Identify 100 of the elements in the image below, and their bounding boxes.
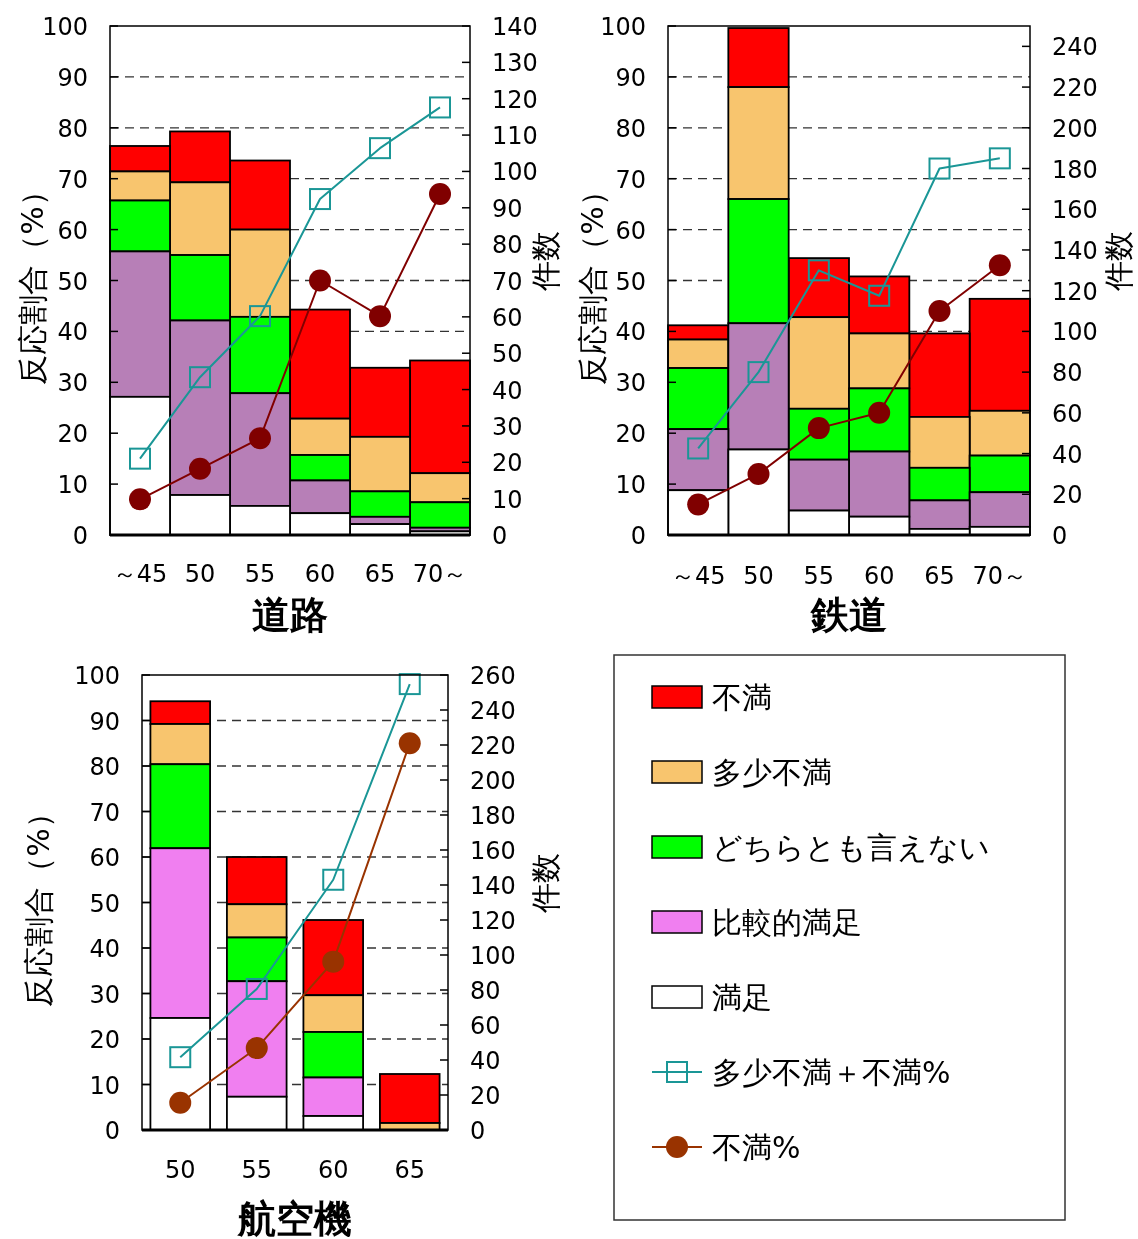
point (129, 447, 151, 470)
point (309, 188, 331, 211)
y-tick-label: 0 (630, 522, 646, 550)
y2-tick-label: 180 (470, 802, 516, 830)
point (245, 1037, 268, 1060)
y2-tick-label: 40 (1052, 440, 1083, 469)
x-tick-label: 60 (863, 562, 895, 590)
y-tick-label: 30 (89, 980, 120, 1009)
y2-tick-label: 60 (1052, 399, 1083, 428)
point (249, 305, 271, 328)
point (322, 868, 345, 891)
y-tick-label: 30 (615, 369, 646, 398)
y2-tick-label: 260 (470, 662, 516, 690)
y-tick-label: 70 (89, 798, 120, 827)
x-tick-label: 50 (164, 1156, 196, 1184)
y2-tick-label: 100 (470, 942, 516, 970)
x-tick-label: 65 (394, 1156, 426, 1184)
y-tick-label: 60 (89, 844, 120, 872)
y2-tick-label: 240 (470, 697, 516, 725)
x-tick-label: 50 (184, 560, 216, 588)
point (189, 366, 211, 389)
y2-tick-label: 100 (492, 158, 538, 187)
y-tick-label: 60 (615, 216, 646, 245)
y-tick-label: 50 (89, 889, 120, 918)
y2-tick-label: 0 (492, 522, 508, 550)
y-tick-label: 10 (615, 471, 646, 500)
x-tick-label: 65 (924, 562, 955, 590)
legend-label: 多少不満＋不満% (712, 1055, 951, 1090)
y-tick-label: 80 (57, 114, 88, 143)
legend-label: 比較的満足 (712, 905, 862, 940)
y2-tick-label: 80 (470, 977, 501, 1005)
x-tick-label: 60 (304, 560, 336, 588)
y2-tick-label: 140 (470, 872, 516, 900)
point (369, 305, 391, 328)
y-axis-title: 反応割合（%） (14, 176, 50, 385)
point (249, 427, 271, 450)
point (129, 488, 151, 511)
y-tick-label: 10 (57, 471, 88, 500)
y2-tick-label: 120 (492, 85, 538, 114)
point (928, 157, 951, 180)
y2-tick-label: 40 (492, 376, 523, 405)
point (747, 361, 770, 384)
point (988, 254, 1011, 277)
x-axis-title: 航空機 (237, 1197, 352, 1239)
legend-label: どちらとも言えない (712, 830, 990, 865)
point (398, 673, 421, 696)
y-tick-label: 20 (57, 420, 88, 449)
point (245, 977, 268, 1000)
y-tick-label: 100 (42, 13, 88, 41)
y2-tick-label: 120 (1052, 277, 1098, 306)
y-tick-label: 40 (57, 318, 88, 347)
x-tick-label: ～45 (670, 562, 726, 590)
point (429, 96, 451, 119)
legend-label: 満足 (712, 980, 772, 1015)
y2-tick-label: 70 (492, 267, 523, 296)
y2-tick-label: 110 (492, 122, 538, 151)
point (189, 457, 211, 480)
y2-tick-label: 220 (470, 732, 516, 760)
y-tick-label: 10 (89, 1071, 120, 1100)
y2-tick-label: 130 (492, 49, 538, 78)
y2-tick-label: 160 (1052, 196, 1098, 225)
y-tick-label: 70 (57, 165, 88, 194)
y2-axis-title: 件数 (527, 852, 563, 913)
y2-tick-label: 140 (492, 13, 538, 41)
y2-tick-label: 60 (470, 1012, 501, 1040)
point (309, 269, 331, 292)
x-tick-label: 60 (317, 1156, 349, 1184)
y2-tick-label: 200 (1052, 114, 1098, 143)
y-tick-label: 80 (89, 753, 120, 781)
x-tick-label: 70～ (412, 560, 468, 588)
y-axis-title: 反応割合（%） (574, 176, 610, 385)
x-axis-title: 道路 (252, 593, 328, 637)
point (169, 1091, 192, 1114)
y-tick-label: 30 (57, 369, 88, 398)
y2-tick-label: 20 (1052, 481, 1083, 510)
y-tick-label: 40 (89, 935, 120, 963)
point (398, 732, 421, 755)
y2-tick-label: 140 (1052, 236, 1098, 265)
y2-tick-label: 160 (470, 837, 516, 865)
point (928, 300, 951, 323)
y-tick-label: 0 (72, 522, 88, 550)
y2-tick-label: 80 (1052, 359, 1083, 388)
point (988, 147, 1011, 170)
y-tick-label: 20 (615, 420, 646, 449)
y-tick-label: 40 (615, 318, 646, 347)
x-tick-label: 65 (364, 560, 396, 588)
x-tick-label: 70～ (972, 562, 1028, 590)
y-tick-label: 20 (89, 1026, 120, 1054)
y2-tick-label: 20 (470, 1082, 501, 1110)
legend-label: 多少不満 (712, 755, 832, 790)
y-tick-label: 50 (57, 267, 88, 296)
y2-tick-label: 40 (470, 1047, 501, 1075)
y-axis-title: 反応割合（%） (20, 798, 56, 1007)
point (429, 182, 451, 205)
x-tick-label: 55 (241, 1156, 273, 1184)
y2-tick-label: 10 (492, 485, 523, 514)
point (747, 462, 770, 485)
x-tick-label: 50 (743, 562, 774, 590)
y-tick-label: 90 (615, 63, 646, 92)
y2-tick-label: 20 (492, 449, 523, 478)
